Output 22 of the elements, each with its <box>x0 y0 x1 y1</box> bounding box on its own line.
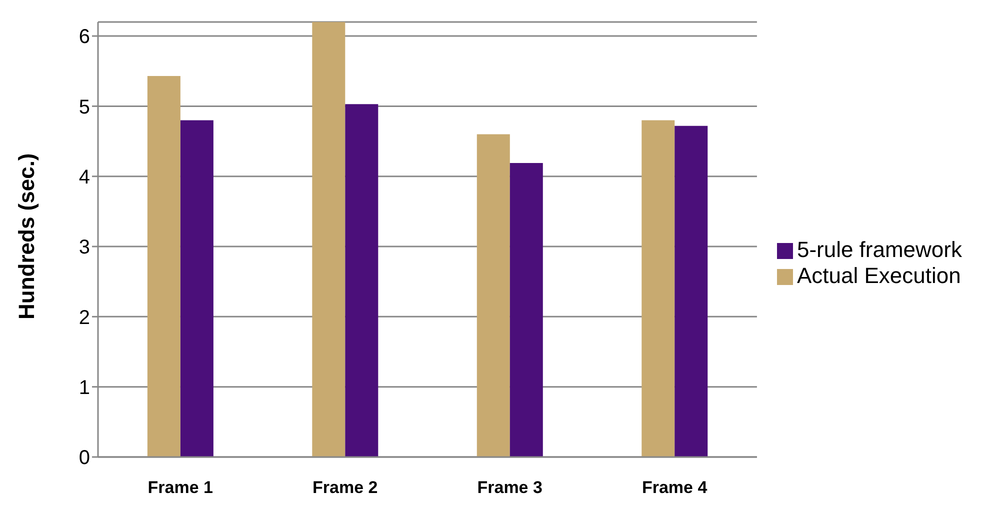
legend-label: 5-rule framework <box>796 236 962 262</box>
x-tick-label: Frame 2 <box>312 478 378 498</box>
bar <box>510 163 543 457</box>
y-tick-label: 4 <box>78 166 90 188</box>
x-tick-label: Frame 4 <box>642 478 708 498</box>
y-tick-label: 0 <box>78 447 90 470</box>
legend-label: Actual Execution <box>796 262 961 288</box>
y-tick-label: 1 <box>78 376 90 399</box>
x-tick-label: Frame 1 <box>148 478 213 498</box>
y-tick-label: 6 <box>78 26 90 48</box>
bar <box>147 76 180 457</box>
y-axis-title: Hundreds (sec.) <box>14 153 39 320</box>
bar <box>476 134 510 457</box>
bar <box>345 104 378 457</box>
bar <box>674 126 708 457</box>
bar <box>180 120 214 457</box>
x-tick-label: Frame 3 <box>477 478 542 498</box>
bar <box>312 22 346 457</box>
y-tick-label: 5 <box>78 96 90 118</box>
bar <box>642 120 675 457</box>
y-tick-label: 2 <box>78 306 90 329</box>
y-tick-label: 3 <box>78 236 90 259</box>
